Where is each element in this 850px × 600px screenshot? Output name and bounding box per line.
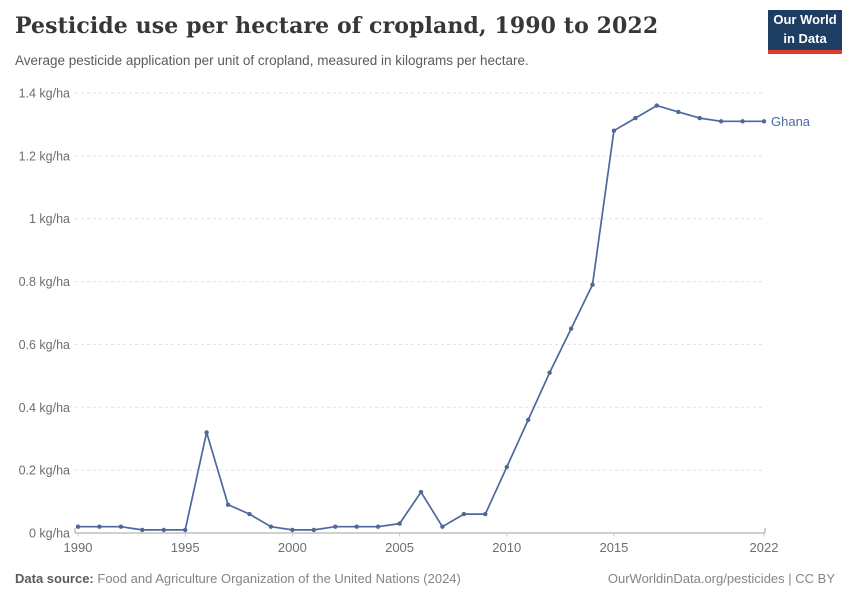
data-point[interactable] xyxy=(718,119,724,124)
data-source-label: Data source: xyxy=(15,571,94,586)
x-tick-label: 2015 xyxy=(599,540,628,555)
data-point[interactable] xyxy=(204,430,209,435)
data-point[interactable] xyxy=(140,527,145,533)
y-tick-label: 1 kg/ha xyxy=(29,212,70,226)
data-source-text: Food and Agriculture Organization of the… xyxy=(97,571,461,586)
data-point[interactable] xyxy=(118,524,124,529)
x-tick-label: 1990 xyxy=(64,540,93,555)
data-point[interactable] xyxy=(75,524,81,529)
x-tick-label: 1995 xyxy=(171,540,200,555)
data-point[interactable] xyxy=(375,524,381,529)
data-point[interactable] xyxy=(225,502,231,507)
owid-logo[interactable]: Our World in Data xyxy=(768,10,842,54)
page-title: Pesticide use per hectare of cropland, 1… xyxy=(15,13,659,39)
y-tick-label: 1.4 kg/ha xyxy=(19,87,70,101)
series-label[interactable]: Ghana xyxy=(771,114,811,129)
data-point[interactable] xyxy=(440,524,445,529)
owid-url-link[interactable]: OurWorldinData.org/pesticides | CC BY xyxy=(607,571,835,586)
data-point[interactable] xyxy=(568,326,574,331)
data-point[interactable] xyxy=(290,527,295,533)
x-tick-label: 2022 xyxy=(750,540,779,555)
data-point[interactable] xyxy=(590,282,595,287)
data-point[interactable] xyxy=(354,524,359,529)
data-point[interactable] xyxy=(676,109,681,115)
chart-footer: Data source: Food and Agriculture Organi… xyxy=(15,571,835,586)
owid-logo-line1: Our World xyxy=(773,12,837,28)
data-source: Data source: Food and Agriculture Organi… xyxy=(15,571,461,586)
data-point[interactable] xyxy=(761,119,767,124)
data-point[interactable] xyxy=(633,115,638,121)
data-point[interactable] xyxy=(526,417,531,423)
data-point[interactable] xyxy=(461,511,467,517)
data-point[interactable] xyxy=(397,521,402,526)
series-line xyxy=(77,104,765,531)
data-point[interactable] xyxy=(311,527,316,533)
y-tick-label: 0.2 kg/ha xyxy=(19,464,70,478)
data-point[interactable] xyxy=(654,103,659,108)
x-tick-label: 2005 xyxy=(385,540,414,555)
data-point[interactable] xyxy=(268,524,274,529)
data-point[interactable] xyxy=(418,489,424,495)
x-tick-label: 2010 xyxy=(492,540,521,555)
data-point[interactable] xyxy=(333,524,338,529)
y-tick-label: 0 kg/ha xyxy=(29,527,70,541)
x-tick-label: 2000 xyxy=(278,540,307,555)
data-point[interactable] xyxy=(247,511,252,517)
owid-logo-line2: in Data xyxy=(783,31,827,46)
data-point[interactable] xyxy=(97,524,102,529)
y-tick-label: 0.4 kg/ha xyxy=(19,401,70,415)
chart-subtitle: Average pesticide application per unit o… xyxy=(15,53,529,68)
y-tick-label: 0.6 kg/ha xyxy=(19,338,70,352)
data-point[interactable] xyxy=(740,119,745,124)
chart-header: Pesticide use per hectare of cropland, 1… xyxy=(0,0,850,80)
data-point[interactable] xyxy=(697,115,702,121)
y-tick-label: 1.2 kg/ha xyxy=(19,149,70,163)
data-point[interactable] xyxy=(161,527,166,533)
data-point[interactable] xyxy=(611,128,617,133)
data-point[interactable] xyxy=(483,511,488,517)
y-tick-label: 0.8 kg/ha xyxy=(19,275,70,289)
data-point[interactable] xyxy=(547,370,552,375)
data-point[interactable] xyxy=(504,464,509,470)
data-point[interactable] xyxy=(183,527,188,533)
